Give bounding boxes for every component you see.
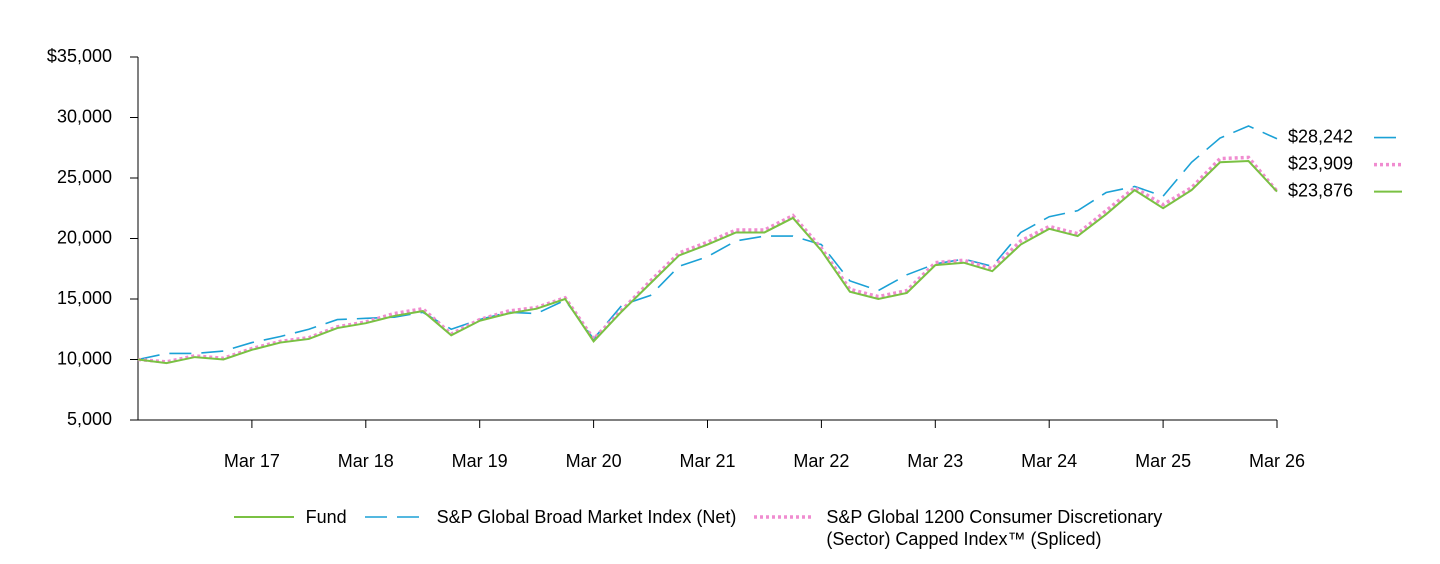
end-label: $28,242 [1288, 126, 1353, 146]
y-tick-label: 10,000 [57, 348, 112, 368]
y-tick-label: 20,000 [57, 227, 112, 247]
x-tick-label: Mar 25 [1135, 451, 1191, 471]
chart: 5,000 10,000 15,000 20,000 25,000 30,000 $35,0… [47, 46, 1402, 471]
x-tick-label: Mar 21 [679, 451, 735, 471]
y-tick-label: 5,000 [67, 409, 112, 429]
legend-key [364, 516, 425, 518]
x-tick-label: Mar 19 [452, 451, 508, 471]
x-tick-label: Mar 17 [224, 451, 280, 471]
legend-key [754, 515, 815, 519]
end-label: $23,876 [1288, 180, 1353, 200]
y-tick-label: 15,000 [57, 288, 112, 308]
series-line [137, 155, 1279, 364]
series-line [137, 125, 1278, 361]
legend-item: S&P Global Broad Market Index (Net) [364, 506, 737, 550]
series-line [137, 160, 1278, 365]
y-tick-label: 30,000 [57, 106, 112, 126]
legend-item: Fund [233, 506, 347, 550]
x-tick-label: Mar 24 [1021, 451, 1077, 471]
x-tick-label: Mar 23 [907, 451, 963, 471]
x-tick-label: Mar 20 [566, 451, 622, 471]
y-tick-label: 25,000 [57, 167, 112, 187]
legend-label: S&P Global 1200 Consumer Discretionary (… [826, 507, 1163, 549]
x-tick-label: Mar 22 [793, 451, 849, 471]
legend-label: Fund [305, 507, 347, 527]
legend-item: S&P Global 1200 Consumer Discretionary (… [754, 506, 1206, 550]
y-tick-label: $35,000 [47, 46, 112, 66]
legend-label: S&P Global Broad Market Index (Net) [436, 507, 737, 527]
x-tick-label: Mar 26 [1249, 451, 1305, 471]
legend-key [233, 516, 294, 518]
legend: Fund S&P Global Broad Market Index (Net) S… [0, 506, 1440, 550]
x-tick-label: Mar 18 [338, 451, 394, 471]
end-label: $23,909 [1288, 153, 1353, 173]
